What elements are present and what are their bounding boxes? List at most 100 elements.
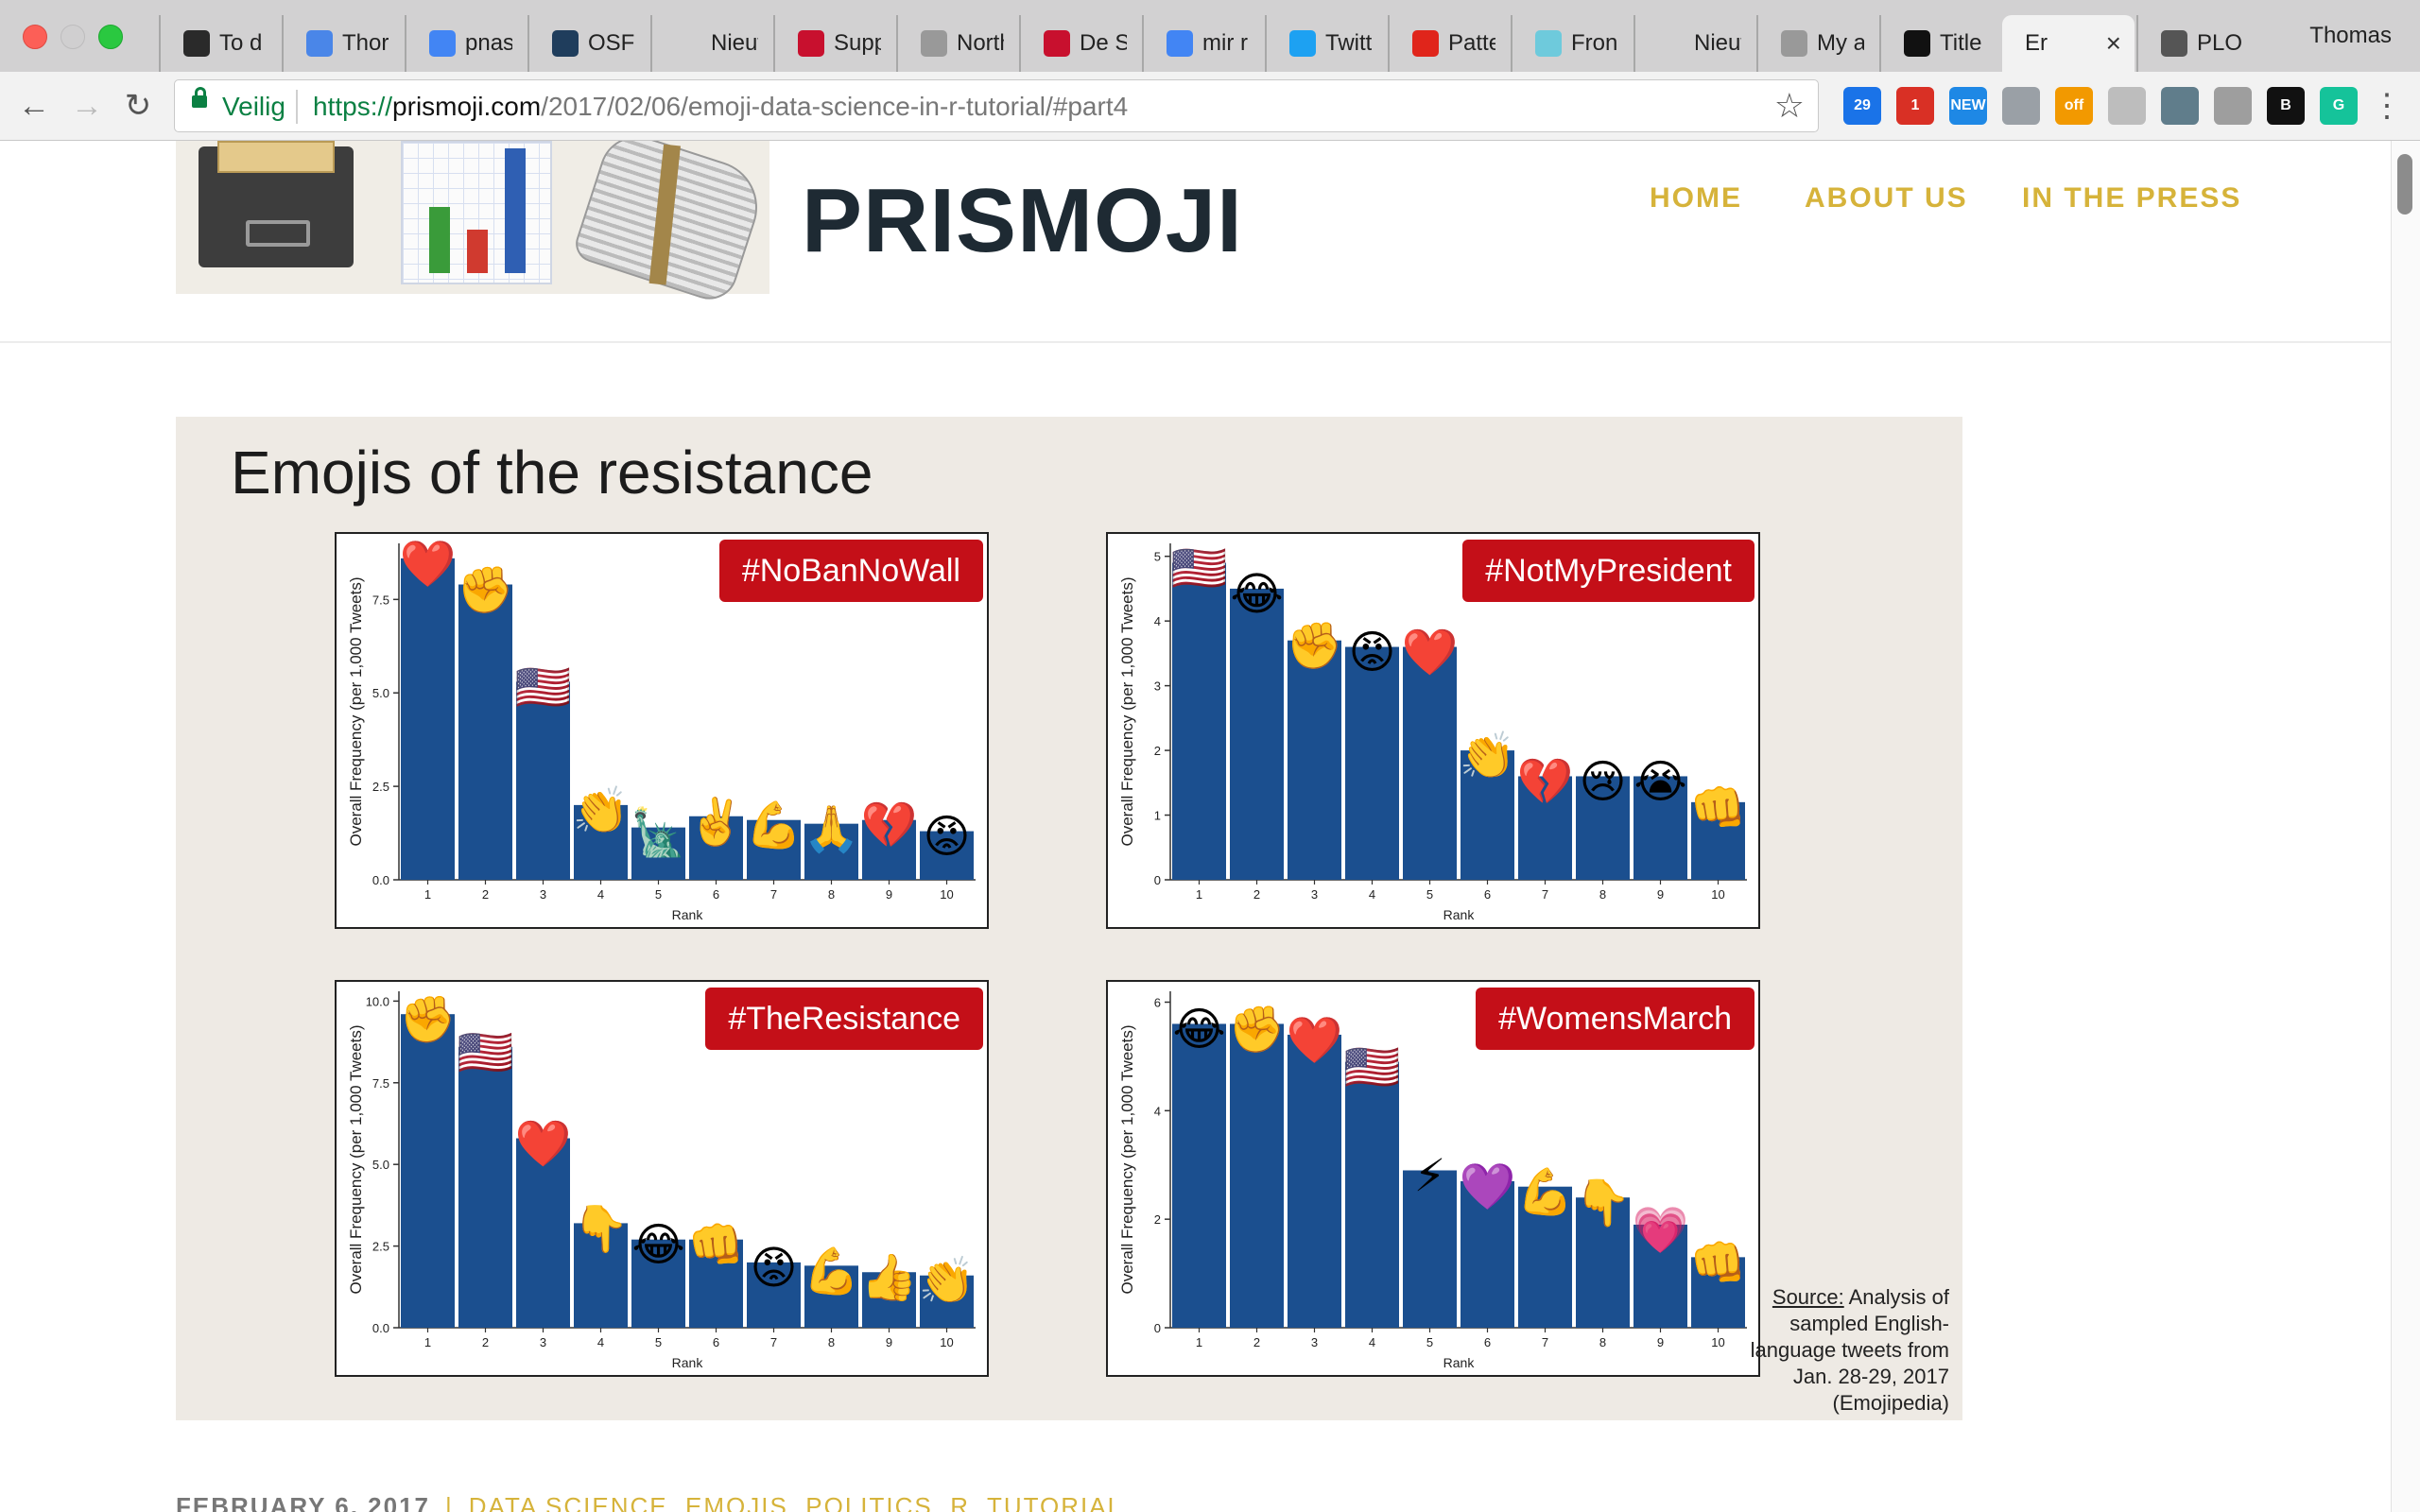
bar	[1518, 1186, 1572, 1328]
close-window-button[interactable]	[23, 25, 47, 49]
bar	[920, 1275, 974, 1328]
chart-panel-nobannowall: 0.0 2.5 5.0 7.5 1 ❤️ 2 ✊ 3 🇺🇸 4 👏 5 🗽 6 ✌️ 7 💪 8 🙏 9 💔 10 😡 Rank…	[335, 532, 989, 929]
profile-name[interactable]: Thomas	[2309, 23, 2392, 48]
browser-tab[interactable]: Patte	[1388, 15, 1509, 72]
nav-home[interactable]: HOME	[1650, 182, 1742, 214]
rolled-newspaper-icon	[571, 141, 769, 307]
nav-in-the-press[interactable]: IN THE PRESS	[2022, 182, 2242, 214]
browser-tab[interactable]: Nieuw ta	[1634, 15, 1754, 72]
y-axis-label: Overall Frequency (per 1,000 Tweets)	[347, 1024, 365, 1294]
chart-notmypresident: 0 1 2 3 4 5 1 🇺🇸 2 😂 3 ✊ 4 😡 5 ❤️ 6 👏 7 💔 8 😢 9 😭 10 👊 Rank Overall…	[1118, 542, 1747, 922]
header-divider	[0, 341, 2392, 343]
x-tick-label: 5	[1426, 1335, 1433, 1349]
bar	[1288, 1034, 1341, 1328]
x-tick-label: 1	[1196, 887, 1202, 902]
bar	[631, 1239, 685, 1328]
zoom-window-button[interactable]	[98, 25, 123, 49]
calendar-icon[interactable]: 29	[1843, 87, 1881, 125]
y-tick-label: 6	[1154, 995, 1161, 1009]
bar	[862, 1272, 916, 1328]
emoji-marker: 😡	[750, 1242, 797, 1295]
emoji-marker: 💜	[1460, 1160, 1516, 1213]
tab-title: PLOS	[2197, 30, 2242, 56]
site-logo-image[interactable]	[176, 141, 769, 307]
meta-separator: |	[444, 1492, 454, 1512]
emoji-marker: 💪	[746, 799, 803, 852]
browser-tab[interactable]: My a	[1756, 15, 1877, 72]
emoji-marker: 👏	[919, 1255, 976, 1308]
tab-title: pnas	[465, 30, 512, 56]
emoji-figure: Emojis of the resistance 0.0 2.5 5.0 7.5 1 ❤️…	[176, 417, 1962, 1420]
emoji-marker: 🗽	[631, 806, 687, 860]
close-tab-icon[interactable]: ×	[2105, 28, 2121, 58]
post-categories[interactable]: DATA SCIENCE, EMOJIS, POLITICS, R, TUTOR…	[468, 1492, 1124, 1512]
bar	[516, 681, 570, 880]
browser-tab[interactable]: To d	[159, 15, 280, 72]
twitter-icon	[1289, 30, 1316, 57]
bookmark-star-icon[interactable]: ☆	[1773, 86, 1805, 125]
b-icon[interactable]: B	[2267, 87, 2305, 125]
omnibox-separator	[296, 90, 298, 124]
browser-menu-icon[interactable]: ⋮	[2371, 88, 2403, 124]
tab-title: Nieuw ta	[1694, 30, 1741, 56]
site-title[interactable]: PRISMOJI	[802, 170, 1243, 271]
emoji-marker: 👊	[688, 1219, 745, 1272]
emoji-marker: 🇺🇸	[1171, 542, 1228, 595]
back-button[interactable]: ←	[18, 88, 50, 124]
emoji-marker: 👊	[1690, 1236, 1747, 1289]
new-extension-icon[interactable]: NEW	[1949, 87, 1987, 125]
browser-tab[interactable]: Nieuw ta	[650, 15, 771, 72]
browser-tab[interactable]: pnas	[405, 15, 526, 72]
x-tick-label: 7	[1542, 1335, 1548, 1349]
grammarly-icon[interactable]: G	[2320, 87, 2358, 125]
browser-tab[interactable]: Title	[1879, 15, 2000, 72]
drive-icon[interactable]	[2214, 87, 2252, 125]
url-text[interactable]: https://prismoji.com/2017/02/06/emoji-da…	[313, 92, 1128, 122]
x-tick-label: 4	[1369, 1335, 1375, 1349]
blank-tab-icon	[1658, 30, 1685, 57]
browser-tab[interactable]: OSF	[527, 15, 648, 72]
satellite-icon[interactable]	[2161, 87, 2199, 125]
page-icon[interactable]	[2108, 87, 2146, 125]
x-tick-label: 4	[597, 887, 604, 902]
source-label: Source:	[1772, 1285, 1844, 1309]
coupon-icon[interactable]: off	[2055, 87, 2093, 125]
page-scrollbar[interactable]	[2391, 141, 2420, 1512]
forward-button[interactable]: →	[71, 88, 103, 124]
gmail-checker-icon[interactable]: 1	[1896, 87, 1934, 125]
x-tick-label: 2	[1253, 1335, 1260, 1349]
emoji-marker: ⚡	[1414, 1149, 1446, 1202]
browser-tab[interactable]: Twitt	[1265, 15, 1386, 72]
tab-title: Twitt	[1325, 30, 1373, 56]
minimize-window-button[interactable]	[60, 25, 85, 49]
nav-about-us[interactable]: ABOUT US	[1805, 182, 1968, 214]
extension-badge: off	[2064, 97, 2084, 113]
bar	[804, 823, 858, 880]
globe-icon[interactable]	[2002, 87, 2040, 125]
bar	[1345, 1061, 1399, 1328]
browser-tab[interactable]: Er ×	[2002, 15, 2135, 72]
emoji-marker: 💔	[1517, 755, 1574, 808]
browser-tab[interactable]: mir r	[1142, 15, 1263, 72]
bar	[1634, 776, 1687, 880]
browser-tab[interactable]: PLOS	[2136, 15, 2256, 72]
reload-button[interactable]: ↻	[124, 88, 152, 124]
ds-icon	[798, 30, 824, 57]
browser-tab[interactable]: Supp	[773, 15, 894, 72]
browser-tab[interactable]: Thor	[282, 15, 403, 72]
x-axis-label: Rank	[1443, 907, 1476, 922]
browser-tab[interactable]: Fron	[1511, 15, 1632, 72]
tab-title: Thor	[342, 30, 389, 56]
google-icon	[429, 30, 456, 57]
x-tick-label: 10	[940, 1335, 953, 1349]
card-file-box-icon	[199, 141, 354, 267]
y-tick-label: 4	[1154, 1104, 1161, 1118]
address-bar[interactable]: Veilig https://prismoji.com/2017/02/06/e…	[174, 79, 1819, 132]
browser-tab[interactable]: De S	[1019, 15, 1140, 72]
browser-tab[interactable]: North	[896, 15, 1017, 72]
scrollbar-thumb[interactable]	[2397, 154, 2412, 215]
emoji-marker: 😡	[923, 811, 970, 864]
document-icon	[921, 30, 947, 57]
y-tick-label: 5	[1154, 550, 1161, 564]
source-text: Analysis of sampled English-language twe…	[1750, 1285, 1949, 1415]
